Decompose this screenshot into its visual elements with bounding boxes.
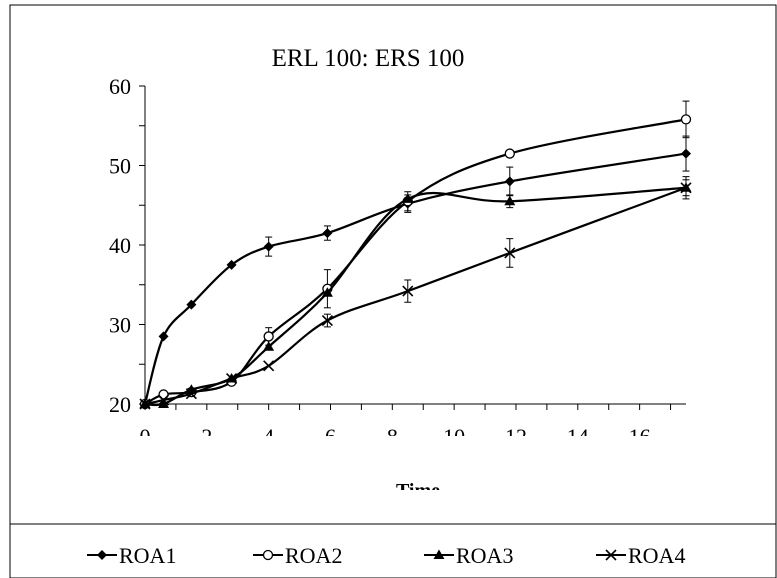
legend-box	[9, 523, 777, 578]
legend: ROA1 ROA2 ROA3 ROA4	[87, 543, 685, 568]
x-marker-stroke	[321, 314, 333, 327]
legend-marker-roa4	[605, 549, 617, 561]
legend-label: ROA4	[628, 543, 685, 568]
data-point-roa4	[139, 398, 151, 410]
legend-item-roa4: ROA4	[596, 543, 685, 568]
x-marker-stroke	[504, 247, 516, 259]
y-tick-labels: 20 30 40 50 60	[109, 74, 131, 417]
data-point-roa4	[402, 285, 414, 297]
data-point-roa1	[158, 331, 169, 342]
data-point-roa2	[263, 331, 274, 342]
data-point-roa4	[680, 182, 692, 194]
tick-label-occluder	[11, 436, 775, 480]
data-point-roa3	[504, 195, 516, 206]
legend-item-roa1: ROA1	[87, 543, 176, 568]
data-point-roa4	[225, 372, 238, 385]
y-tick-label: 50	[109, 154, 131, 179]
data-point-roa1	[263, 241, 274, 252]
data-point-roa2	[680, 114, 692, 125]
data-point-roa1	[226, 259, 237, 270]
data-point-roa4	[504, 247, 516, 259]
data-point-roa4	[321, 314, 333, 327]
data-point-roa1	[186, 299, 197, 310]
y-tick-label: 20	[109, 392, 131, 417]
legend-label: ROA3	[456, 543, 513, 568]
x-marker-stroke	[185, 388, 197, 400]
x-marker-stroke	[605, 549, 617, 561]
x-marker-stroke	[402, 285, 414, 297]
legend-item-roa2: ROA2	[253, 543, 342, 568]
y-tick-label: 30	[109, 313, 131, 338]
legend-item-roa3: ROA3	[424, 543, 513, 568]
data-point-roa3	[402, 193, 414, 203]
data-point-roa1	[322, 228, 333, 239]
legend-marker-roa2	[262, 549, 274, 561]
legend-marker-roa3	[433, 549, 445, 559]
data-point-roa4	[157, 394, 170, 406]
x-marker-stroke	[157, 394, 170, 406]
series-layer	[139, 100, 692, 410]
data-point-roa2	[504, 148, 515, 159]
data-point-roa1	[681, 148, 691, 159]
y-tick-label: 60	[109, 74, 131, 99]
data-point-roa3	[321, 287, 333, 297]
legend-label: ROA1	[119, 543, 176, 568]
data-point-roa3	[158, 398, 170, 408]
x-marker-stroke	[680, 182, 692, 194]
data-point-roa3	[263, 341, 275, 351]
data-point-roa4	[263, 360, 275, 372]
x-marker-stroke	[139, 398, 151, 410]
x-marker-stroke	[263, 360, 275, 372]
y-tick-label: 40	[109, 233, 131, 258]
data-point-roa1	[504, 176, 515, 187]
series-roa4	[139, 179, 692, 410]
x-marker-stroke	[225, 372, 238, 385]
chart-title: ERL 100: ERS 100	[272, 45, 465, 72]
axis-title-occluder	[11, 490, 775, 522]
legend-marker-roa1	[97, 550, 107, 560]
legend-label: ROA2	[285, 543, 342, 568]
data-point-roa4	[185, 388, 197, 400]
